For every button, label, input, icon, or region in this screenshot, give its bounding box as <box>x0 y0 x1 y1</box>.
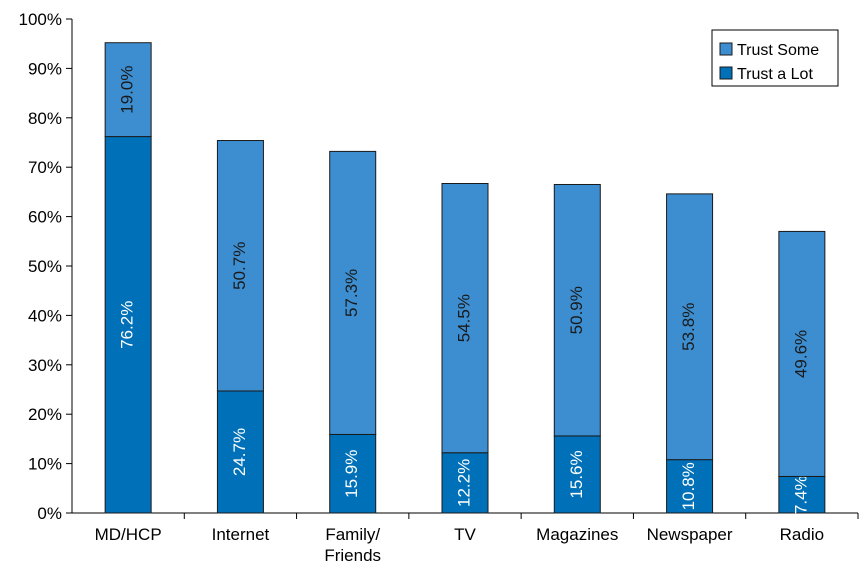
x-tick-label: Radio <box>780 525 824 544</box>
data-label: 15.9% <box>342 450 361 498</box>
x-tick-label: Internet <box>212 525 270 544</box>
y-tick-label: 50% <box>28 257 62 276</box>
x-tick-label: Magazines <box>536 525 618 544</box>
data-label: 10.8% <box>679 462 698 510</box>
bar-trust-some <box>441 183 489 454</box>
data-label: 7.4% <box>791 475 810 514</box>
bar-trust-a-lot <box>553 435 601 514</box>
bar-trust-some <box>553 183 601 437</box>
data-label: 53.8% <box>679 303 698 351</box>
data-label: 24.7% <box>230 428 249 476</box>
x-tick-label: TV <box>454 525 476 544</box>
bar-trust-a-lot <box>778 475 826 514</box>
y-tick-label: 80% <box>28 109 62 128</box>
data-label: 76.2% <box>118 301 137 349</box>
y-tick-label: 70% <box>28 158 62 177</box>
data-label: 12.2% <box>454 459 473 507</box>
bar-trust-a-lot <box>104 136 152 514</box>
legend-label: Trust a Lot <box>737 66 813 83</box>
y-tick-label: 30% <box>28 356 62 375</box>
bar-trust-some <box>666 193 714 461</box>
legend-box <box>711 29 839 87</box>
bar-trust-some <box>329 150 377 435</box>
legend-label: Trust Some <box>737 42 819 59</box>
y-tick-label: 100% <box>19 10 62 29</box>
y-tick-label: 20% <box>28 405 62 424</box>
bar-trust-some <box>216 140 264 392</box>
y-tick-label: 0% <box>37 504 62 523</box>
bar-trust-some <box>778 230 826 477</box>
y-axis: 0% 10% 20% 30% 40% 50% 60% 70% 80% 90% 100% <box>19 10 73 523</box>
data-label: 49.6% <box>791 330 810 378</box>
data-label: 57.3% <box>342 269 361 317</box>
legend-swatch <box>719 42 733 56</box>
legend-swatch <box>719 66 733 80</box>
bar-trust-some <box>104 42 152 138</box>
x-tick-label: Family/Friends <box>324 525 381 565</box>
data-label: 54.5% <box>454 294 473 342</box>
bar-trust-a-lot <box>666 459 714 514</box>
bar-trust-a-lot <box>441 452 489 514</box>
y-tick-label: 40% <box>28 306 62 325</box>
legend: Trust Some Trust a Lot <box>711 29 839 87</box>
data-label: 50.7% <box>230 242 249 290</box>
bars: 76.2% 19.0% 24.7% 50.7% 15.9% 57.3% 12.2% 54.5%… <box>104 42 826 514</box>
bar-trust-a-lot <box>216 390 264 514</box>
x-axis: MD/HCP Internet Family/Friends TV Magazines N… <box>66 512 859 565</box>
data-label: 19.0% <box>118 66 137 114</box>
data-label: 50.9% <box>567 286 586 334</box>
data-label: 15.6% <box>567 450 586 498</box>
x-tick-label: Newspaper <box>647 525 733 544</box>
x-tick-label: MD/HCP <box>95 525 162 544</box>
y-tick-label: 60% <box>28 208 62 227</box>
bar-trust-a-lot <box>329 433 377 514</box>
y-tick-label: 90% <box>28 59 62 78</box>
y-tick-label: 10% <box>28 455 62 474</box>
